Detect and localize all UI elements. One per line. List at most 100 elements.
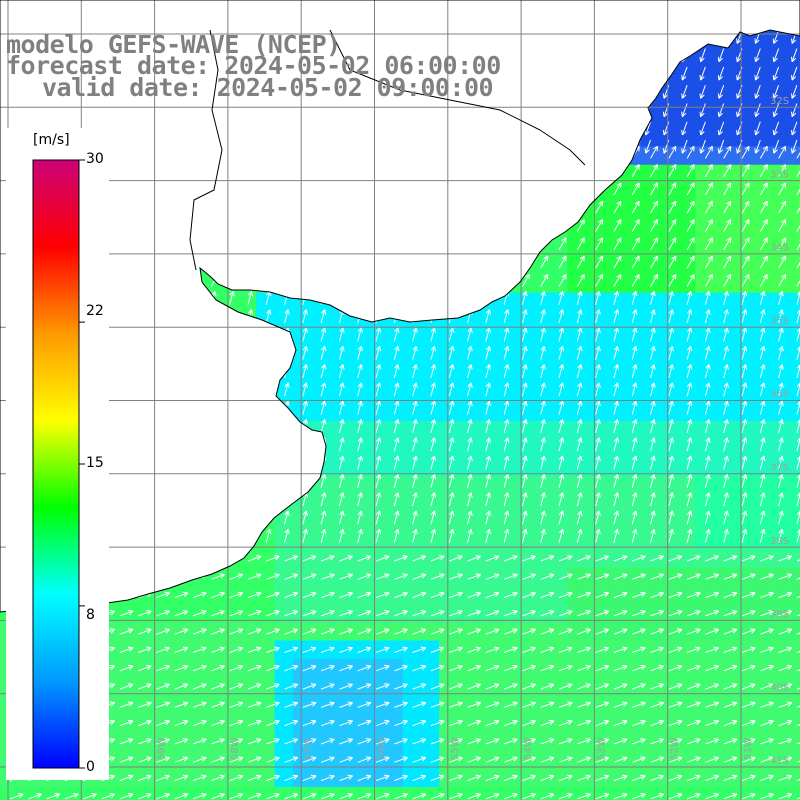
wind-speed-cell	[695, 585, 715, 605]
wind-speed-cell	[457, 347, 477, 367]
wind-speed-cell	[530, 603, 550, 623]
wind-speed-cell	[274, 384, 294, 404]
wind-speed-cell	[786, 439, 800, 458]
wind-speed-cell	[237, 768, 257, 788]
wind-speed-cell	[494, 640, 513, 660]
wind-speed-cell	[512, 622, 532, 641]
wind-speed-cell	[475, 603, 495, 623]
wind-speed-cell	[439, 475, 458, 495]
wind-speed-cell	[695, 512, 715, 532]
wind-speed-cell	[219, 567, 239, 587]
wind-speed-cell	[402, 530, 422, 550]
wind-speed-cell	[640, 256, 660, 275]
wind-speed-cell	[622, 256, 641, 275]
wind-speed-cell	[201, 713, 221, 733]
wind-speed-cell	[530, 640, 550, 660]
wind-speed-cell	[329, 768, 349, 788]
wind-speed-cell	[530, 732, 550, 751]
wind-speed-cell	[750, 786, 770, 800]
wind-speed-cell	[475, 585, 495, 605]
wind-speed-cell	[494, 329, 513, 349]
wind-speed-cell	[567, 549, 587, 568]
wind-speed-cell	[128, 622, 147, 641]
wind-speed-cell	[292, 677, 312, 696]
wind-speed-cell	[366, 786, 385, 800]
wind-speed-cell	[402, 567, 422, 587]
wind-speed-cell	[366, 549, 385, 568]
wind-speed-cell	[366, 384, 385, 404]
wind-speed-cell	[549, 512, 568, 532]
wind-speed-cell	[347, 530, 367, 550]
wind-speed-cell	[512, 384, 532, 404]
wind-speed-cell	[677, 713, 696, 733]
wind-speed-cell	[329, 512, 349, 532]
wind-speed-cell	[384, 622, 404, 641]
wind-speed-cell	[494, 567, 513, 587]
wind-speed-cell	[640, 750, 660, 770]
wind-speed-cell	[768, 36, 788, 56]
wind-arrow-head	[736, 38, 738, 44]
wind-speed-cell	[677, 146, 696, 166]
wind-arrow-head	[791, 111, 793, 117]
wind-speed-cell	[128, 713, 147, 733]
wind-speed-cell	[439, 366, 458, 385]
wind-speed-cell	[713, 786, 733, 800]
wind-speed-cell	[603, 292, 623, 312]
wind-speed-cell	[512, 549, 532, 568]
wind-speed-cell	[420, 713, 440, 733]
wind-speed-cell	[677, 622, 696, 641]
wind-speed-cell	[384, 329, 404, 349]
wind-arrow-head	[717, 129, 720, 136]
wind-speed-cell	[567, 475, 587, 495]
wind-speed-cell	[768, 128, 788, 147]
wind-arrow-head	[718, 76, 723, 81]
wind-speed-cell	[183, 585, 202, 605]
wind-speed-cell	[420, 384, 440, 404]
wind-speed-cell	[603, 256, 623, 275]
wind-speed-cell	[109, 658, 129, 678]
wind-speed-cell	[713, 256, 733, 275]
wind-speed-cell	[256, 530, 275, 550]
wind-speed-cell	[384, 768, 404, 788]
wind-speed-cell	[549, 585, 568, 605]
wind-speed-cell	[512, 732, 532, 751]
wind-speed-cell	[640, 786, 660, 800]
wind-speed-cell	[311, 494, 330, 513]
wind-speed-cell	[219, 695, 239, 715]
wind-speed-cell	[494, 768, 513, 788]
wind-speed-cell	[439, 329, 458, 349]
wind-speed-cell	[347, 549, 367, 568]
wind-speed-cell	[512, 658, 532, 678]
wind-speed-cell	[786, 457, 800, 477]
wind-speed-cell	[695, 329, 715, 349]
wind-speed-cell	[183, 750, 202, 770]
wind-speed-cell	[549, 567, 568, 587]
wind-speed-cell	[420, 329, 440, 349]
wind-speed-cell	[768, 549, 788, 568]
wind-speed-cell	[475, 567, 495, 587]
wind-speed-cell	[567, 768, 587, 788]
wind-speed-cell	[786, 329, 800, 349]
wind-speed-cell	[384, 512, 404, 532]
wind-speed-cell	[0, 786, 19, 800]
wind-speed-cell	[603, 366, 623, 385]
wind-speed-cell	[622, 530, 641, 550]
wind-speed-cell	[750, 329, 770, 349]
wind-speed-cell	[512, 457, 532, 477]
wind-arrow-head	[718, 57, 723, 63]
wind-speed-cell	[768, 530, 788, 550]
wind-speed-cell	[292, 549, 312, 568]
wind-speed-cell	[475, 457, 495, 477]
wind-speed-cell	[768, 512, 788, 532]
wind-speed-cell	[347, 585, 367, 605]
wind-speed-cell	[311, 530, 330, 550]
wind-speed-cell	[750, 640, 770, 660]
wind-speed-cell	[164, 713, 184, 733]
wind-speed-cell	[457, 366, 477, 385]
wind-speed-cell	[677, 457, 696, 477]
wind-speed-cell	[640, 183, 660, 202]
wind-speed-cell	[640, 640, 660, 660]
wind-speed-cell	[713, 420, 733, 440]
wind-speed-cell	[603, 329, 623, 349]
wind-speed-cell	[768, 475, 788, 495]
